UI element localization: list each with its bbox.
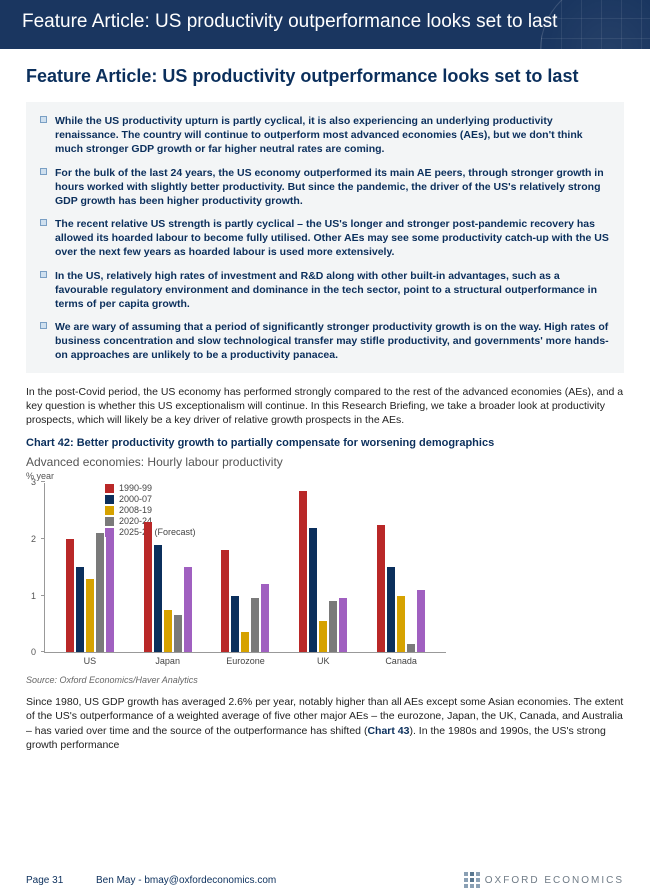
page-number: Page 31 xyxy=(26,875,96,886)
key-point: We are wary of assuming that a period of… xyxy=(40,320,610,363)
bar xyxy=(154,545,162,653)
chart-title: Advanced economies: Hourly labour produc… xyxy=(26,455,446,469)
key-point-text: For the bulk of the last 24 years, the U… xyxy=(55,166,610,209)
x-tick-label: Eurozone xyxy=(226,656,265,666)
body-paragraph-2: Since 1980, US GDP growth has averaged 2… xyxy=(26,695,624,752)
bar xyxy=(241,632,249,652)
key-point: In the US, relatively high rates of inve… xyxy=(40,269,610,312)
contact-email[interactable]: Ben May - bmay@oxfordeconomics.com xyxy=(96,875,464,886)
bullet-square-icon xyxy=(40,271,47,278)
bar xyxy=(164,610,172,653)
bar xyxy=(66,539,74,652)
key-point-text: The recent relative US strength is partl… xyxy=(55,217,610,260)
key-point-text: While the US productivity upturn is part… xyxy=(55,114,610,157)
bar xyxy=(261,584,269,652)
bar xyxy=(86,579,94,653)
bar xyxy=(174,615,182,652)
bar-group: Canada xyxy=(362,525,440,653)
bar-group: Eurozone xyxy=(207,550,285,652)
key-point: While the US productivity upturn is part… xyxy=(40,114,610,157)
bar xyxy=(221,550,229,652)
bar xyxy=(309,528,317,653)
chart-caption: Chart 42: Better productivity growth to … xyxy=(26,437,624,449)
bullet-square-icon xyxy=(40,219,47,226)
bar xyxy=(251,598,259,652)
legend-item: 2000-07 xyxy=(105,494,196,504)
intro-paragraph: In the post-Covid period, the US economy… xyxy=(26,385,624,428)
bar-group: Japan xyxy=(129,522,207,652)
legend-label: 2000-07 xyxy=(119,494,152,504)
legend-swatch xyxy=(105,517,114,526)
legend-item: 1990-99 xyxy=(105,483,196,493)
bar xyxy=(387,567,395,652)
bar-group: UK xyxy=(284,491,362,653)
chart-42: Advanced economies: Hourly labour produc… xyxy=(26,455,446,685)
bar xyxy=(397,596,405,653)
y-tick-label: 1 xyxy=(31,591,36,601)
legend-label: 1990-99 xyxy=(119,483,152,493)
bar xyxy=(329,601,337,652)
legend-swatch xyxy=(105,484,114,493)
bullet-square-icon xyxy=(40,168,47,175)
chart-unit: % year xyxy=(26,471,446,481)
brand-logo: OXFORD ECONOMICS xyxy=(464,872,624,888)
bar xyxy=(407,644,415,653)
chart-43-link[interactable]: Chart 43 xyxy=(367,725,409,737)
brand-name: OXFORD ECONOMICS xyxy=(485,875,624,886)
y-tick-label: 3 xyxy=(31,477,36,487)
page-header: Feature Article: US productivity outperf… xyxy=(0,0,650,49)
legend-label: 2008-19 xyxy=(119,505,152,515)
feature-title: Feature Article: US productivity outperf… xyxy=(26,65,624,88)
x-tick-label: Japan xyxy=(155,656,180,666)
page-footer: Page 31 Ben May - bmay@oxfordeconomics.c… xyxy=(26,872,624,888)
chart-plot-area: 1990-992000-072008-192020-242025-29 (For… xyxy=(44,483,446,653)
y-tick-label: 0 xyxy=(31,647,36,657)
y-tick-label: 2 xyxy=(31,534,36,544)
x-tick-label: Canada xyxy=(385,656,417,666)
content-area: Feature Article: US productivity outperf… xyxy=(0,49,650,752)
bar xyxy=(299,491,307,653)
chart-source: Source: Oxford Economics/Haver Analytics xyxy=(26,675,446,685)
bar xyxy=(184,567,192,652)
bar xyxy=(96,533,104,652)
bar xyxy=(319,621,327,652)
header-title: Feature Article: US productivity outperf… xyxy=(22,10,582,35)
bar xyxy=(339,598,347,652)
key-points-box: While the US productivity upturn is part… xyxy=(26,102,624,373)
key-point: For the bulk of the last 24 years, the U… xyxy=(40,166,610,209)
bar xyxy=(417,590,425,652)
key-point-text: We are wary of assuming that a period of… xyxy=(55,320,610,363)
bar xyxy=(231,596,239,653)
bar-group: US xyxy=(51,533,129,652)
legend-swatch xyxy=(105,495,114,504)
legend-swatch xyxy=(105,506,114,515)
bar xyxy=(144,522,152,652)
logo-dots-icon xyxy=(464,872,480,888)
bar xyxy=(76,567,84,652)
x-tick-label: UK xyxy=(317,656,330,666)
key-point: The recent relative US strength is partl… xyxy=(40,217,610,260)
bar xyxy=(106,533,114,652)
legend-item: 2008-19 xyxy=(105,505,196,515)
x-tick-label: US xyxy=(84,656,97,666)
bullet-square-icon xyxy=(40,322,47,329)
bullet-square-icon xyxy=(40,116,47,123)
key-point-text: In the US, relatively high rates of inve… xyxy=(55,269,610,312)
bar xyxy=(377,525,385,653)
